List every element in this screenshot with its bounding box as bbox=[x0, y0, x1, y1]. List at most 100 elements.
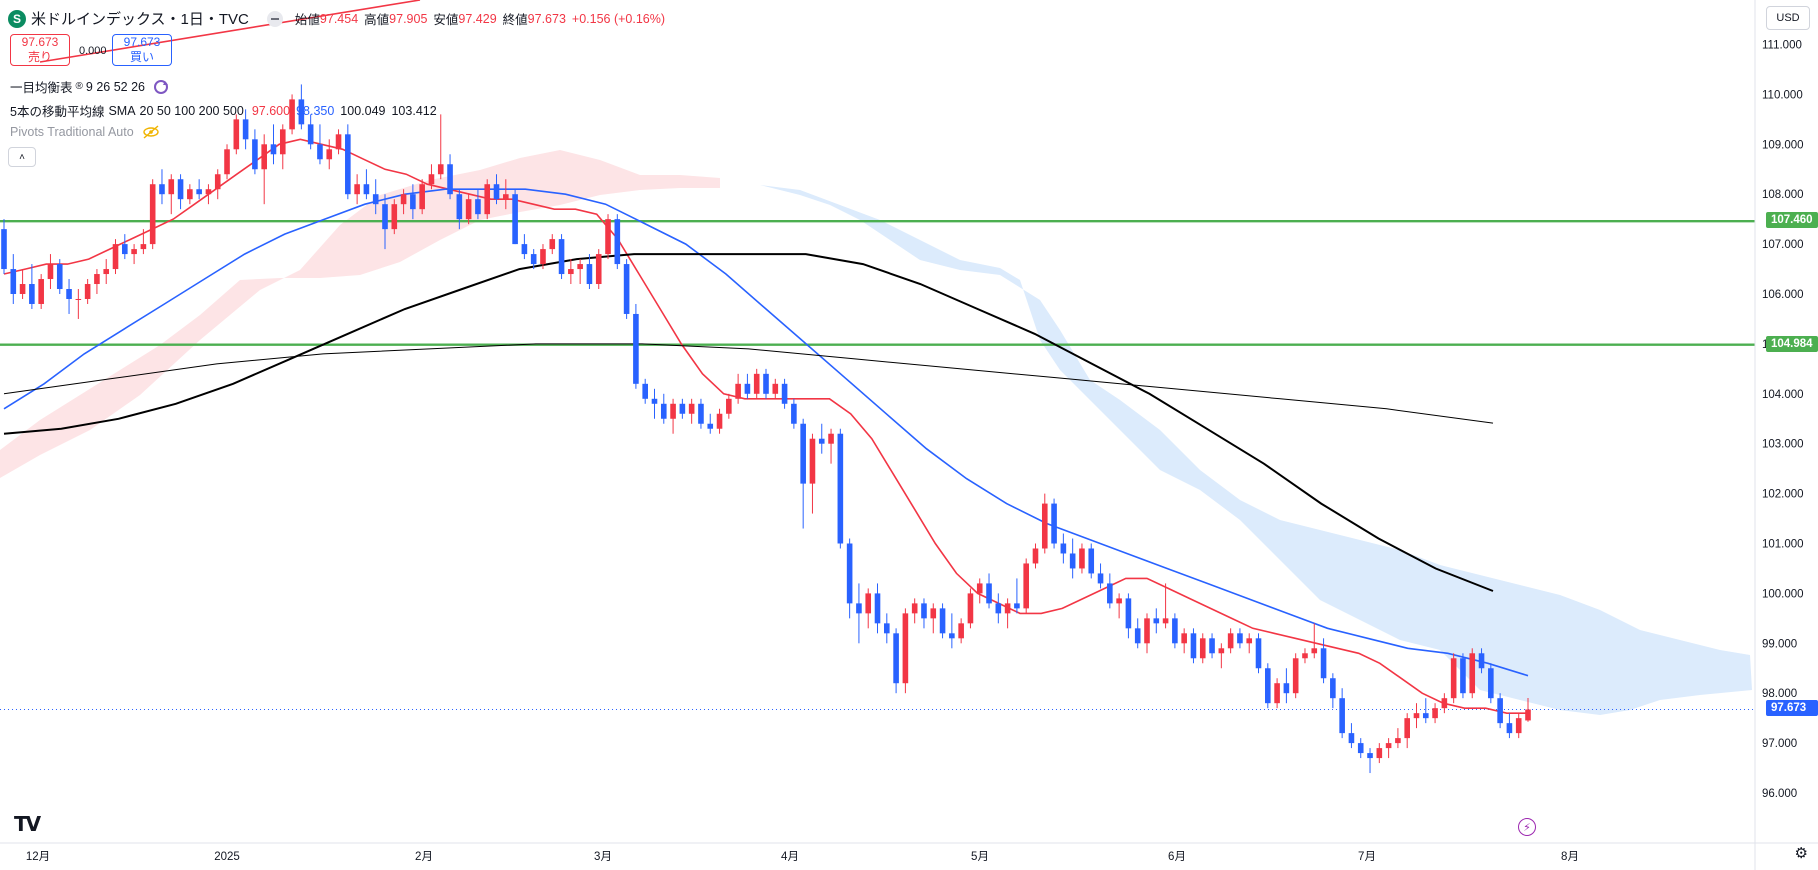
horizontal-levels[interactable] bbox=[0, 219, 1755, 711]
candle bbox=[1450, 653, 1457, 704]
candle bbox=[465, 194, 472, 225]
currency-select[interactable]: USD bbox=[1766, 6, 1810, 30]
candle bbox=[679, 398, 686, 419]
candle bbox=[1515, 713, 1522, 739]
refresh-icon[interactable] bbox=[153, 79, 169, 95]
candle-body bbox=[503, 194, 509, 200]
candle bbox=[214, 169, 221, 200]
candle bbox=[856, 583, 862, 644]
gear-icon[interactable]: ⚙ bbox=[1794, 845, 1808, 862]
candle-body bbox=[252, 139, 258, 170]
candle bbox=[753, 368, 760, 399]
candle bbox=[503, 179, 509, 210]
candle-body bbox=[614, 219, 621, 265]
candle bbox=[1246, 633, 1253, 654]
candle bbox=[1032, 543, 1039, 569]
candle bbox=[224, 144, 230, 180]
sma50-value: 98.350 bbox=[296, 103, 335, 118]
sma-legend[interactable]: 5本の移動平均線 SMA 20 50 100 200 500 97.600 98… bbox=[10, 101, 437, 120]
candle-body bbox=[103, 269, 110, 275]
candle bbox=[540, 244, 546, 270]
candle bbox=[187, 184, 193, 205]
candle-body bbox=[623, 264, 630, 314]
spread-value: 0.000 bbox=[79, 45, 107, 57]
eye-off-icon[interactable] bbox=[142, 125, 160, 139]
candle-body bbox=[1357, 743, 1364, 754]
close-label: 終値 bbox=[502, 13, 528, 27]
candle-body bbox=[1032, 548, 1039, 564]
candle-body bbox=[791, 403, 797, 424]
symbol-title[interactable]: 米ドルインデックス・1日・TVC bbox=[31, 11, 249, 28]
symbol-logo-icon: S bbox=[8, 9, 26, 28]
candle bbox=[781, 378, 788, 409]
candle-body bbox=[837, 433, 844, 544]
sma100-value: 100.049 bbox=[340, 103, 386, 118]
time-tick-label: 5月 bbox=[971, 851, 989, 863]
candle bbox=[1376, 743, 1383, 764]
chevron-up-icon[interactable]: ˄ bbox=[8, 147, 36, 167]
candle bbox=[521, 234, 528, 260]
ichimoku-cloud bbox=[0, 150, 1752, 715]
candle-body bbox=[577, 264, 583, 270]
candle bbox=[1088, 543, 1095, 579]
candle bbox=[902, 608, 909, 694]
price-tick-label: 108.000 bbox=[1762, 189, 1804, 201]
pivots-legend[interactable]: Pivots Traditional Auto bbox=[10, 125, 160, 139]
tradingview-logo-icon[interactable]: TV bbox=[14, 812, 41, 836]
candle bbox=[1227, 628, 1234, 654]
candle-body bbox=[605, 219, 611, 255]
sell-button[interactable]: 97.673 売り bbox=[10, 34, 70, 66]
candle bbox=[605, 214, 611, 260]
candle-body bbox=[911, 603, 918, 614]
candle-body bbox=[884, 623, 890, 634]
candle bbox=[354, 174, 360, 205]
candle bbox=[400, 189, 407, 215]
minus-icon[interactable] bbox=[266, 10, 283, 27]
candle bbox=[1181, 628, 1187, 654]
candle-body bbox=[1432, 708, 1438, 719]
candle bbox=[1218, 643, 1225, 669]
candle bbox=[437, 114, 444, 180]
time-tick-label: 2月 bbox=[415, 851, 433, 863]
candle bbox=[1488, 663, 1494, 704]
candle bbox=[1432, 703, 1438, 724]
candle bbox=[967, 588, 974, 629]
candle bbox=[995, 593, 1002, 624]
buy-button[interactable]: 97.673 買い bbox=[112, 34, 172, 66]
candle-body bbox=[122, 244, 128, 255]
candle bbox=[809, 433, 816, 514]
candle bbox=[298, 84, 305, 130]
candle-body bbox=[29, 284, 35, 304]
sma100-line bbox=[3, 253, 1494, 592]
candle-body bbox=[410, 194, 416, 210]
candle bbox=[493, 174, 500, 205]
candle-body bbox=[1023, 563, 1029, 609]
candle bbox=[447, 154, 453, 200]
candle-body bbox=[986, 583, 992, 604]
ichimoku-legend[interactable]: 一目均衡表 ® 9 26 52 26 bbox=[10, 77, 169, 96]
candle-body bbox=[1292, 658, 1299, 694]
candle-body bbox=[939, 608, 946, 634]
candle bbox=[345, 124, 351, 200]
candle bbox=[1209, 633, 1215, 659]
candle-body bbox=[177, 179, 184, 200]
candle bbox=[1134, 618, 1141, 649]
candle bbox=[103, 259, 110, 285]
candle bbox=[1395, 728, 1401, 749]
symbol-header[interactable]: S 米ドルインデックス・1日・TVC 始値 97.454 高値 97.905 安… bbox=[8, 8, 671, 29]
candle-body bbox=[493, 184, 500, 200]
candle-body bbox=[335, 134, 342, 150]
candle bbox=[1348, 723, 1355, 749]
candle-body bbox=[530, 254, 537, 265]
lightning-icon[interactable]: ⚡ bbox=[1518, 818, 1536, 836]
candle-body bbox=[688, 403, 695, 414]
candlesticks[interactable] bbox=[1, 84, 1531, 774]
high-label: 高値 bbox=[364, 13, 390, 27]
candle bbox=[642, 378, 648, 404]
candle-body bbox=[967, 593, 974, 624]
candle bbox=[131, 244, 137, 265]
candle bbox=[196, 179, 202, 200]
candle-body bbox=[976, 583, 983, 594]
